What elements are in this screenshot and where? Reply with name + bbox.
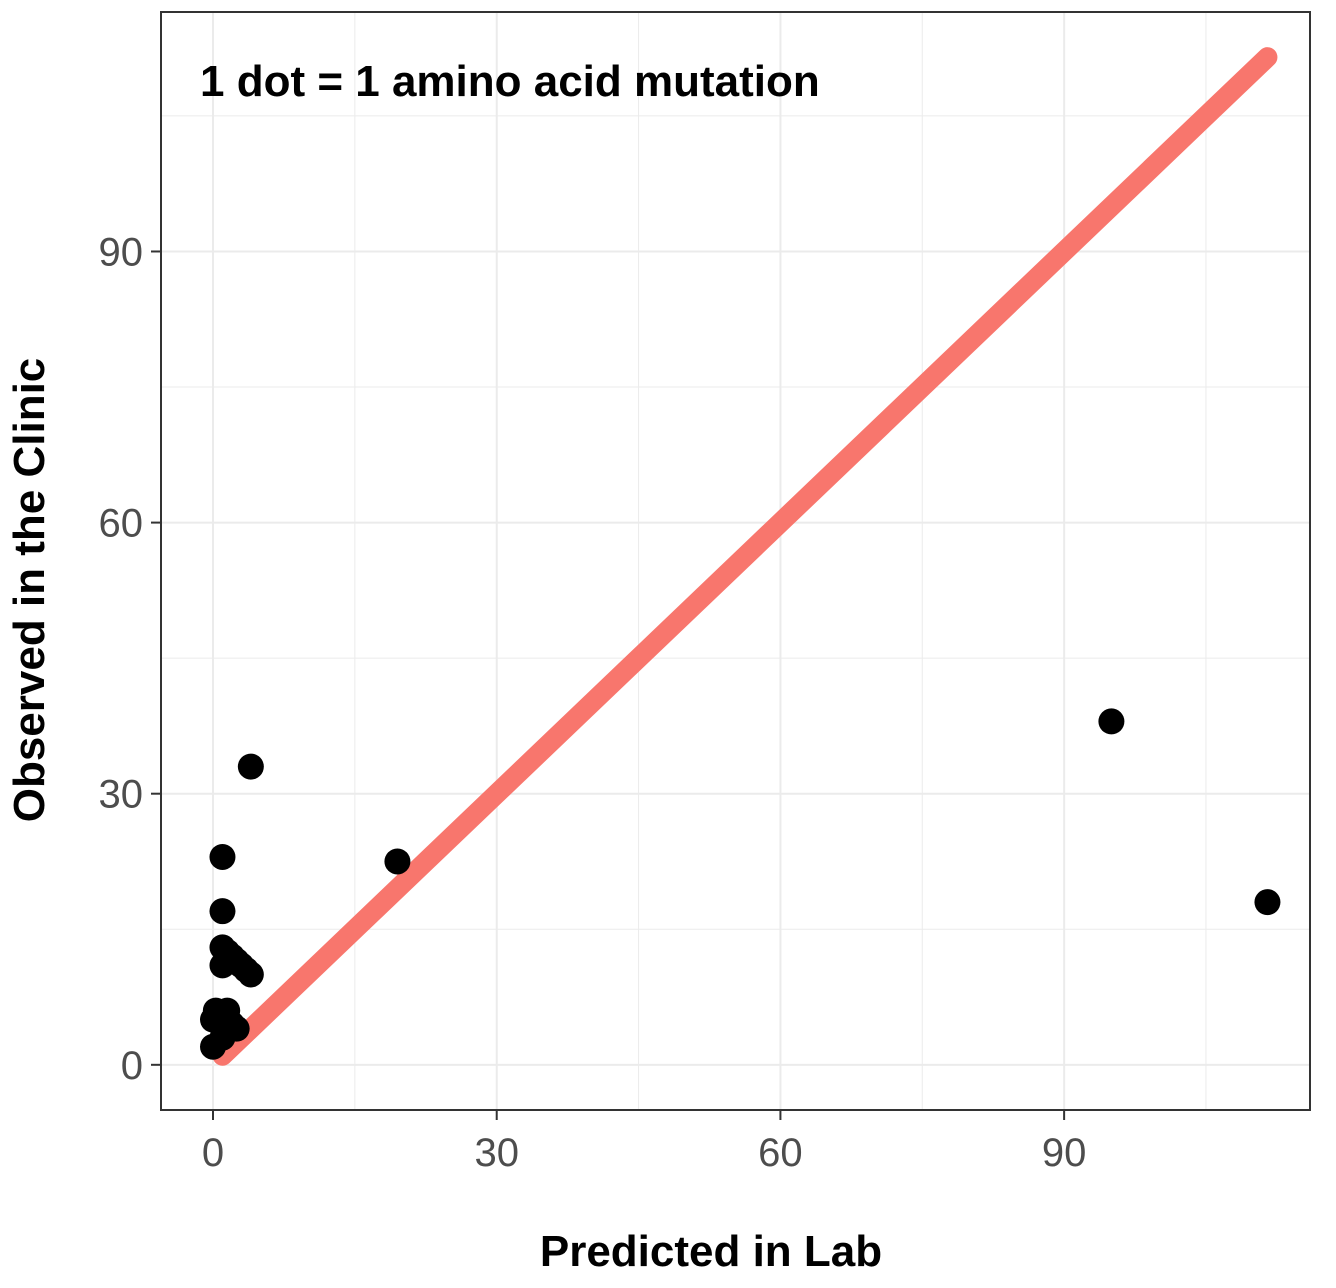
y-axis-title: Observed in the Clinic [5,358,54,823]
y-tick-label: 0 [121,1044,143,1088]
y-tick-label: 90 [99,230,144,274]
data-point [209,843,236,870]
grid-lines [161,12,1310,1110]
data-point [209,898,236,925]
data-point [384,848,411,875]
data-point [223,1015,250,1042]
x-tick-label: 0 [202,1131,224,1175]
reference-line-layer [212,47,1278,1066]
y-tick-label: 60 [99,502,144,546]
data-point [1254,889,1281,916]
x-tick-label: 90 [1042,1131,1087,1175]
data-points [200,708,1281,1060]
x-tick-label: 60 [758,1131,803,1175]
x-axis-ticks: 0 30 60 90 [202,1110,1086,1175]
x-axis-title: Predicted in Lab [540,1227,882,1276]
data-point [237,961,264,988]
chart-annotation: 1 dot = 1 amino acid mutation [200,57,820,106]
plot-panel-border [160,11,1311,1111]
x-tick-label: 30 [474,1131,519,1175]
y-tick-label: 30 [99,773,144,817]
identity-reference-line [212,47,1278,1066]
data-point [1098,708,1125,735]
y-axis-ticks: 0 30 60 90 [99,230,161,1088]
data-point [237,753,264,780]
